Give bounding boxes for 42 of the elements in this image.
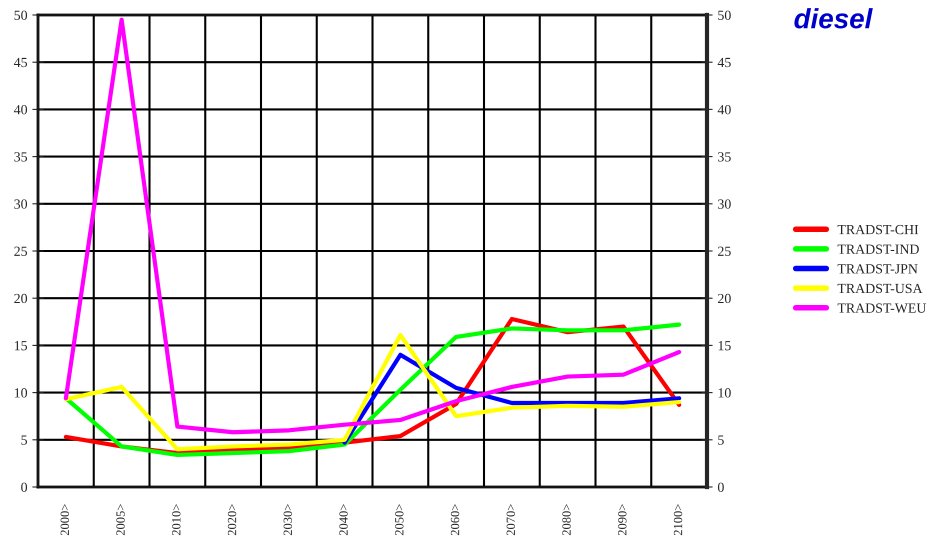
y-tick-label: 0 — [21, 482, 28, 492]
y-tick-label: 40 — [14, 104, 28, 114]
y-tick-label: 5 — [21, 436, 28, 445]
x-tick-label: 2040> — [339, 504, 348, 536]
legend-label: TRADST-IND — [838, 244, 919, 254]
y2-tick-label: 40 — [718, 104, 731, 114]
text: diesel — [794, 8, 873, 29]
y2-tick-label: 30 — [718, 199, 731, 209]
x-tick-label: 2000> — [60, 504, 70, 536]
y-tick-label: 15 — [14, 341, 28, 350]
y-tick-label: 35 — [14, 152, 28, 162]
y-tick-label: 45 — [14, 58, 28, 68]
y2-tick-label: 45 — [718, 58, 731, 68]
legend-label: TRADST-CHI — [838, 224, 918, 234]
legend-label: TRADST-JPN — [838, 264, 918, 274]
y-tick-label: 20 — [14, 294, 28, 304]
y2-tick-label: 50 — [718, 10, 731, 20]
x-tick-label: 2020> — [228, 504, 236, 536]
legend-label: TRADST-WEU — [838, 303, 926, 313]
y2-tick-label: 15 — [718, 341, 731, 350]
x-tick-label: 2060> — [450, 504, 460, 536]
y-tick-label: 25 — [14, 246, 28, 256]
line-series — [342, 352, 682, 445]
legend-label: TRADST-USA — [838, 284, 922, 294]
x-tick-label: 2090> — [618, 504, 627, 536]
x-tick-label: 2005> — [116, 504, 125, 536]
x-tick-label: 2050> — [395, 504, 404, 536]
x-tick-label: 2010> — [172, 504, 181, 536]
y-tick-label: 10 — [14, 388, 28, 398]
y2-tick-label: 20 — [718, 294, 731, 304]
x-tick-label: 2070> — [506, 504, 516, 536]
y2-tick-label: 0 — [718, 482, 724, 492]
y-tick-label: 50 — [14, 10, 28, 20]
y2-tick-label: 25 — [718, 246, 731, 256]
line-series — [64, 18, 682, 434]
x-tick-label: 2100> — [674, 504, 682, 536]
y2-tick-label: 10 — [718, 388, 731, 398]
y2-tick-label: 5 — [718, 436, 724, 445]
x-tick-label: 2080> — [562, 504, 571, 536]
y-tick-label: 30 — [14, 199, 28, 209]
x-tick-label: 2030> — [284, 504, 292, 536]
y2-tick-label: 35 — [718, 152, 731, 162]
